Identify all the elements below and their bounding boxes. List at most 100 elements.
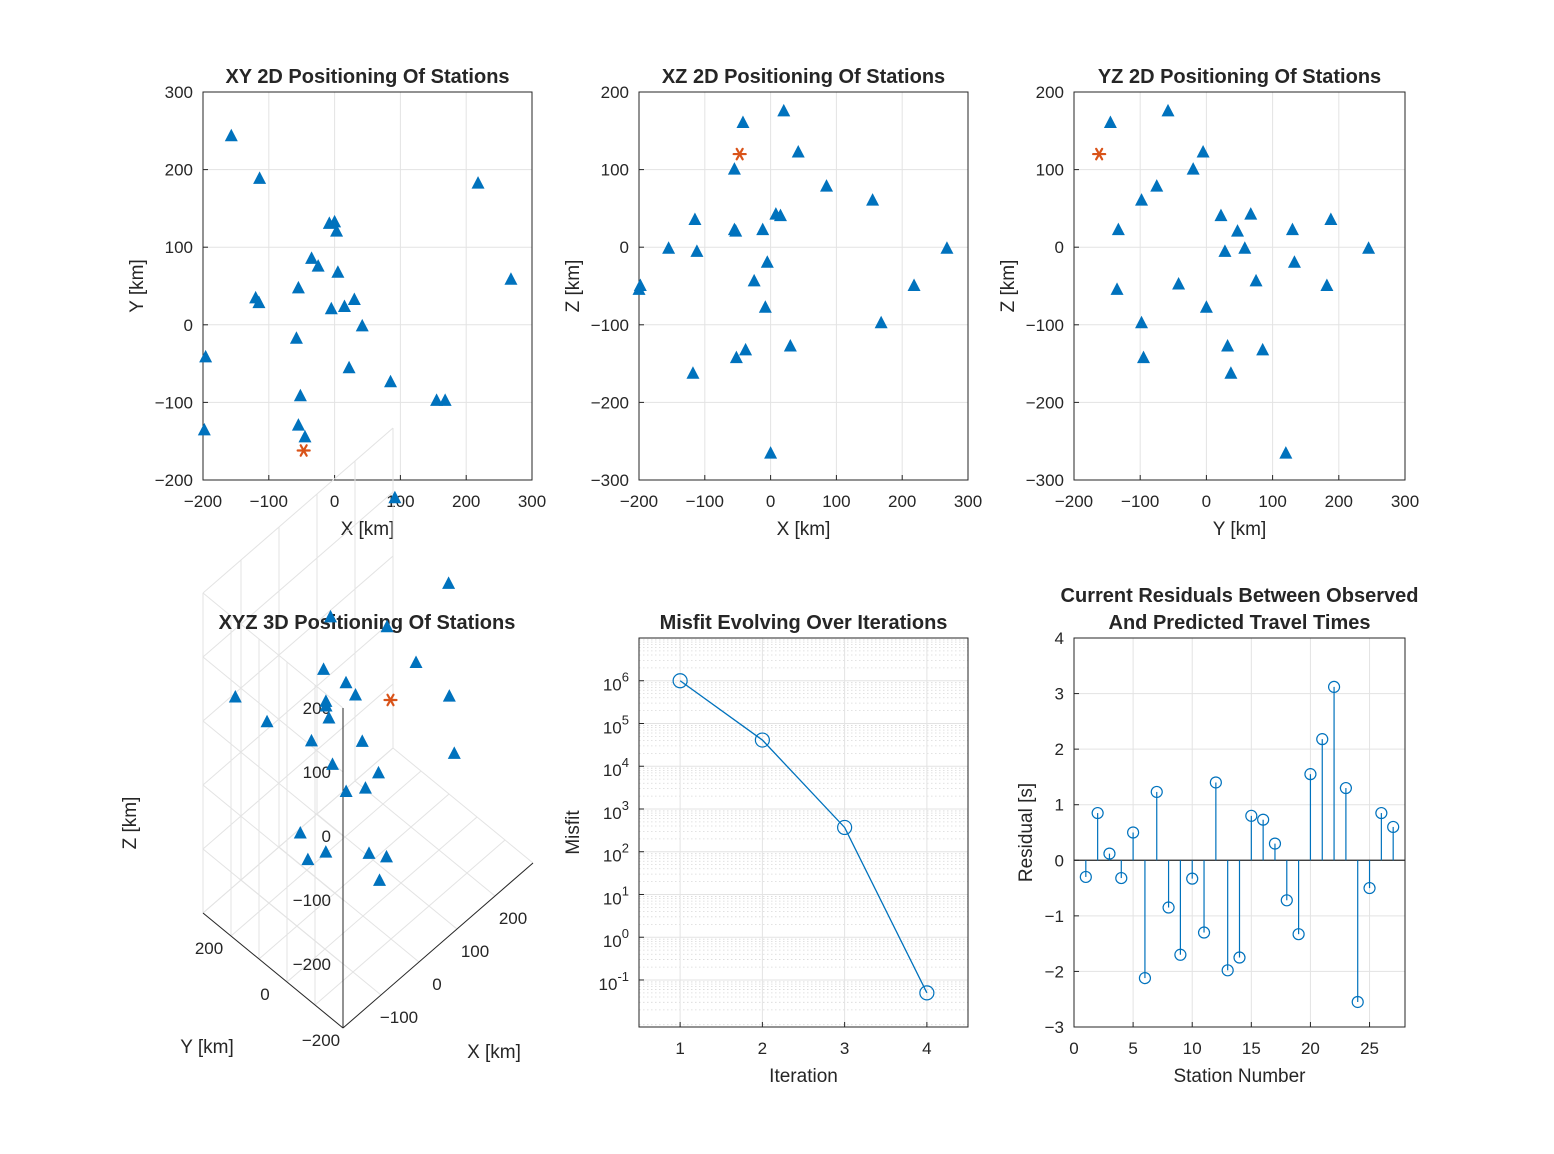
station-marker — [409, 655, 423, 669]
chart-xyz: −100 0 100 200 −200 0 200 −200 −100 0 100 200 XYZ 3D… — [120, 427, 534, 1063]
y-tick-label: −100 — [1026, 316, 1064, 335]
station-marker — [471, 176, 485, 189]
x-tick-label: 10 — [1183, 1039, 1202, 1058]
station-marker — [1224, 366, 1238, 379]
chart-xz: −200 −100 0 100 200 300 −300 −200 −100 0 100 200 XZ … — [563, 66, 982, 540]
y-tick-label: −200 — [302, 1031, 340, 1050]
x-tick-label: 0 — [766, 492, 775, 511]
y-axis-label: Z [km] — [563, 260, 584, 313]
station-marker — [319, 845, 333, 858]
station-marker — [729, 350, 743, 364]
station-marker — [1362, 241, 1376, 254]
wall-gridline — [202, 427, 394, 594]
x-axis-label: Station Number — [1173, 1066, 1306, 1087]
y-axis-line — [202, 912, 344, 1029]
x-tick-label: 0 — [1069, 1039, 1078, 1058]
station-marker — [331, 265, 345, 278]
station-marker — [729, 224, 743, 237]
stem-marker — [1339, 781, 1352, 795]
station-marker — [253, 171, 267, 184]
x-tick-label: 3 — [840, 1039, 849, 1058]
y-tick-label: 100 — [165, 238, 193, 257]
station-marker — [727, 162, 741, 175]
station-marker — [442, 576, 456, 589]
x-tick-label: −100 — [380, 1008, 418, 1027]
asterisk-stroke — [299, 444, 308, 457]
station-marker — [362, 846, 376, 859]
station-marker — [1285, 222, 1299, 236]
stem-marker — [1150, 785, 1163, 799]
stem-marker — [1363, 881, 1376, 895]
stem-marker — [1268, 837, 1282, 850]
station-marker — [289, 331, 303, 344]
x-tick-label: 300 — [1391, 492, 1419, 511]
station-marker — [339, 784, 353, 798]
station-marker — [298, 429, 312, 443]
station-marker — [1137, 350, 1151, 364]
stem-marker — [1245, 809, 1258, 822]
station-marker — [380, 619, 394, 633]
x-tick-label: 4 — [922, 1039, 931, 1058]
station-marker — [1186, 162, 1200, 175]
station-marker — [324, 301, 338, 315]
y-tick-label: 200 — [195, 939, 223, 958]
station-marker — [337, 299, 351, 312]
x-tick-label: 25 — [1360, 1039, 1379, 1058]
axes-box — [1073, 637, 1406, 1028]
y-tick-label: 0 — [1055, 238, 1064, 257]
axes-box — [638, 637, 969, 1028]
station-marker — [301, 852, 315, 866]
source-marker — [1092, 147, 1107, 161]
x-tick-label: 100 — [461, 942, 489, 961]
station-marker — [339, 675, 353, 689]
station-marker — [1135, 193, 1149, 206]
x-axis-label: Iteration — [769, 1066, 838, 1087]
y-tick-label: −200 — [1026, 393, 1064, 412]
station-marker — [380, 849, 393, 863]
x-axis-label: X [km] — [467, 1042, 521, 1063]
y-tick-label: −100 — [155, 393, 193, 412]
station-marker — [291, 418, 305, 431]
station-marker — [317, 662, 331, 675]
x-tick-label: 200 — [452, 492, 480, 511]
y-tick-label: 100 — [601, 161, 629, 180]
station-marker — [1150, 179, 1164, 192]
station-marker — [447, 746, 461, 759]
chart-yz: −200 −100 0 100 200 300 −300 −200 −100 0 100 200 YZ … — [998, 66, 1419, 540]
y-tick-label: 104 — [603, 755, 629, 780]
stem-marker — [1233, 951, 1246, 964]
floor-gridline — [314, 839, 506, 1006]
station-marker — [260, 714, 274, 728]
station-marker — [330, 224, 344, 237]
stem-marker — [1351, 995, 1364, 1009]
station-marker — [438, 393, 452, 406]
station-marker — [349, 687, 362, 701]
station-marker — [430, 393, 444, 406]
axes-box — [1073, 91, 1406, 481]
station-marker — [1161, 103, 1175, 117]
y-axis-label: Residual [s] — [1016, 783, 1037, 882]
misfit-point — [754, 732, 770, 748]
x-tick-label: −100 — [686, 492, 724, 511]
station-marker — [1172, 276, 1186, 290]
stem-marker — [1257, 813, 1270, 826]
x-tick-label: 300 — [518, 492, 546, 511]
station-marker — [1135, 315, 1149, 329]
y-tick-label: 100 — [603, 926, 629, 951]
station-marker — [1111, 222, 1125, 236]
x-axis-label: X [km] — [341, 519, 395, 540]
station-marker — [319, 694, 333, 707]
source-marker — [732, 147, 747, 161]
y-tick-label: 102 — [603, 841, 629, 866]
stem-marker — [1138, 971, 1152, 985]
station-marker — [252, 295, 266, 309]
stem-marker — [1186, 872, 1199, 885]
y-tick-label: 0 — [620, 238, 629, 257]
chart-title: XYZ 3D Positioning Of Stations — [219, 612, 516, 634]
stem-marker — [1103, 847, 1116, 860]
x-tick-label: −200 — [184, 492, 222, 511]
wall-gridline — [202, 720, 344, 837]
chart-misfit: 1 2 3 4 10-1 100 101 102 103 104 105 106 Misfit Evol… — [563, 612, 969, 1087]
z-tick-label: 0 — [322, 827, 331, 846]
station-marker — [1221, 339, 1235, 352]
